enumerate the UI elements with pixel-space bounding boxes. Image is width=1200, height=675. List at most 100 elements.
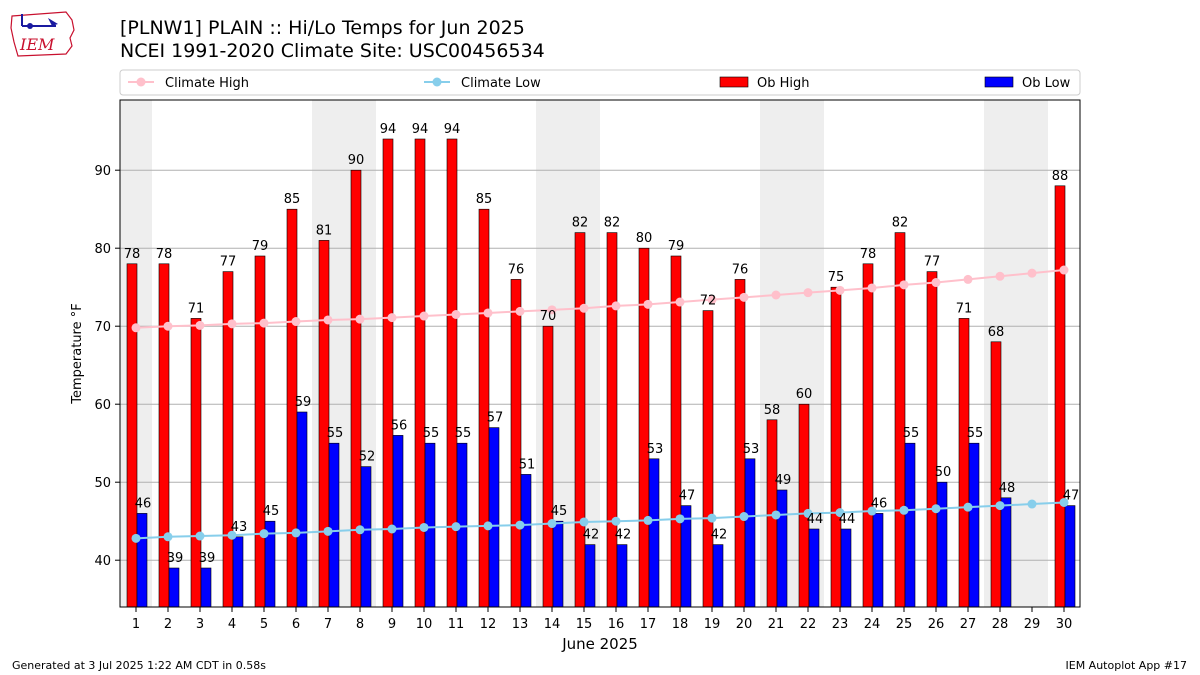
climate-low-point — [163, 532, 173, 542]
ob-low-bar — [360, 466, 372, 608]
climate-high-point — [931, 278, 941, 288]
ob-low-label: 59 — [295, 395, 312, 410]
ob-high-bar — [510, 279, 522, 608]
climate-high-point — [323, 315, 333, 325]
x-tick-label: 4 — [228, 617, 236, 632]
ob-low-label: 55 — [903, 426, 920, 441]
ob-high-label: 82 — [572, 216, 589, 231]
ob-high-label: 88 — [1052, 169, 1069, 184]
climate-low-point — [227, 530, 237, 540]
climate-high-point — [1027, 268, 1037, 278]
x-tick-label: 12 — [480, 617, 497, 632]
ob-low-bar — [168, 567, 180, 608]
x-tick-label: 21 — [768, 617, 785, 632]
app-credit: IEM Autoplot App #17 — [1065, 659, 1188, 672]
x-tick-label: 18 — [672, 617, 689, 632]
ob-high-bar — [1054, 185, 1066, 608]
climate-high-point — [963, 274, 973, 284]
logo-text: IEM — [19, 35, 55, 54]
y-tick-label: 90 — [94, 164, 111, 179]
ob-high-label: 80 — [636, 231, 653, 246]
climate-low-point — [1027, 499, 1037, 509]
ob-low-label: 46 — [135, 496, 152, 511]
ob-low-label: 55 — [967, 426, 984, 441]
climate-high-point — [611, 301, 621, 311]
x-tick-label: 29 — [1024, 617, 1041, 632]
ob-low-bar — [584, 544, 596, 608]
ob-high-label: 90 — [348, 153, 365, 168]
ob-low-label: 52 — [359, 450, 376, 465]
climate-high-point — [355, 314, 365, 324]
ob-low-label: 45 — [263, 504, 280, 519]
ob-high-bar — [606, 232, 618, 608]
x-tick-label: 25 — [896, 617, 913, 632]
climate-low-point — [739, 512, 749, 522]
climate-high-point — [483, 308, 493, 318]
x-tick-label: 3 — [196, 617, 204, 632]
ob-low-label: 55 — [327, 426, 344, 441]
bars — [126, 138, 1076, 608]
climate-high-point — [227, 319, 237, 329]
ob-high-label: 78 — [860, 247, 877, 262]
climate-low-point — [323, 526, 333, 536]
ob-high-bar — [574, 232, 586, 608]
climate-high-point — [643, 299, 653, 309]
ob-low-label: 53 — [743, 442, 760, 457]
ob-low-label: 45 — [551, 504, 568, 519]
x-tick-label: 8 — [356, 617, 364, 632]
ob-high-bar — [862, 263, 874, 608]
ob-low-bar — [936, 481, 948, 608]
climate-high-point — [835, 285, 845, 295]
ob-low-bar — [136, 513, 148, 608]
ob-low-bar — [1064, 505, 1076, 608]
ob-high-bar — [446, 138, 458, 608]
ob-low-label: 44 — [839, 512, 856, 527]
climate-high-point — [739, 292, 749, 302]
ob-high-bar — [926, 271, 938, 608]
x-tick-label: 11 — [448, 617, 465, 632]
legend-marker — [432, 77, 442, 87]
climate-high-point — [419, 311, 429, 321]
climate-low-point — [451, 522, 461, 532]
ob-high-label: 76 — [508, 262, 525, 277]
x-tick-label: 16 — [608, 617, 625, 632]
ob-low-bar — [1000, 497, 1012, 608]
climate-low-point — [867, 506, 877, 516]
x-tick-label: 22 — [800, 617, 817, 632]
ob-high-bar — [478, 208, 490, 608]
climate-low-point — [483, 521, 493, 531]
ob-high-bar — [798, 403, 810, 608]
x-tick-label: 15 — [576, 617, 593, 632]
legend-marker — [136, 77, 146, 87]
ob-high-label: 81 — [316, 223, 333, 238]
ob-high-bar — [382, 138, 394, 608]
ob-high-label: 72 — [700, 294, 717, 309]
ob-low-label: 56 — [391, 418, 408, 433]
ob-low-label: 47 — [1063, 489, 1080, 504]
ob-high-bar — [670, 255, 682, 608]
ob-low-bar — [840, 528, 852, 608]
ob-low-label: 42 — [711, 528, 728, 543]
ob-high-label: 76 — [732, 262, 749, 277]
x-tick-label: 20 — [736, 617, 753, 632]
climate-high-point — [195, 320, 205, 330]
x-tick-label: 17 — [640, 617, 657, 632]
climate-lines — [131, 265, 1069, 543]
climate-high-point — [387, 313, 397, 323]
legend-bar-swatch — [719, 76, 749, 88]
y-tick-label: 70 — [94, 320, 111, 335]
legend: Climate High Climate Low Ob High Ob Low — [119, 69, 1081, 96]
ob-low-label: 42 — [583, 528, 600, 543]
climate-low-point — [387, 524, 397, 534]
x-axis-title: June 2025 — [561, 635, 638, 653]
ob-high-label: 78 — [156, 247, 173, 262]
x-tick-label: 5 — [260, 617, 268, 632]
x-tick-label: 26 — [928, 617, 945, 632]
climate-low-point — [131, 533, 141, 543]
ob-high-bar — [958, 318, 970, 608]
climate-high-point — [675, 297, 685, 307]
climate-high-point — [771, 290, 781, 300]
x-tick-label: 23 — [832, 617, 849, 632]
